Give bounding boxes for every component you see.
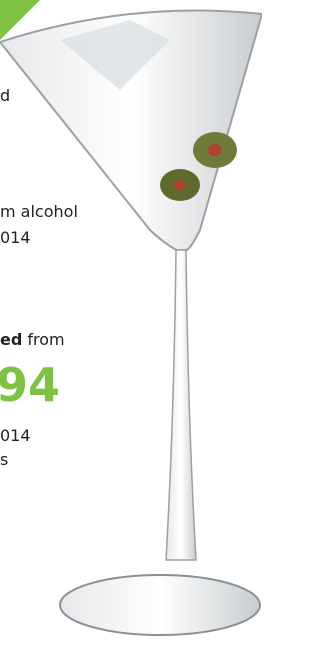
text: from [22,330,64,349]
text-line: s [0,450,8,469]
page: d m alcohol 014 ed from 94 014 s [0,0,262,654]
text-line: d [0,86,10,105]
text-line: ed from [0,330,65,349]
martini-glass [0,0,262,654]
text-line: m alcohol [0,202,78,221]
text-line: 014 [0,228,31,247]
pimento [174,180,186,190]
stem [166,250,196,560]
bold-text: ed [0,330,22,349]
text-line: 014 [0,426,31,445]
pimento [208,144,222,156]
big-number: 94 [0,362,60,408]
base [60,575,260,635]
